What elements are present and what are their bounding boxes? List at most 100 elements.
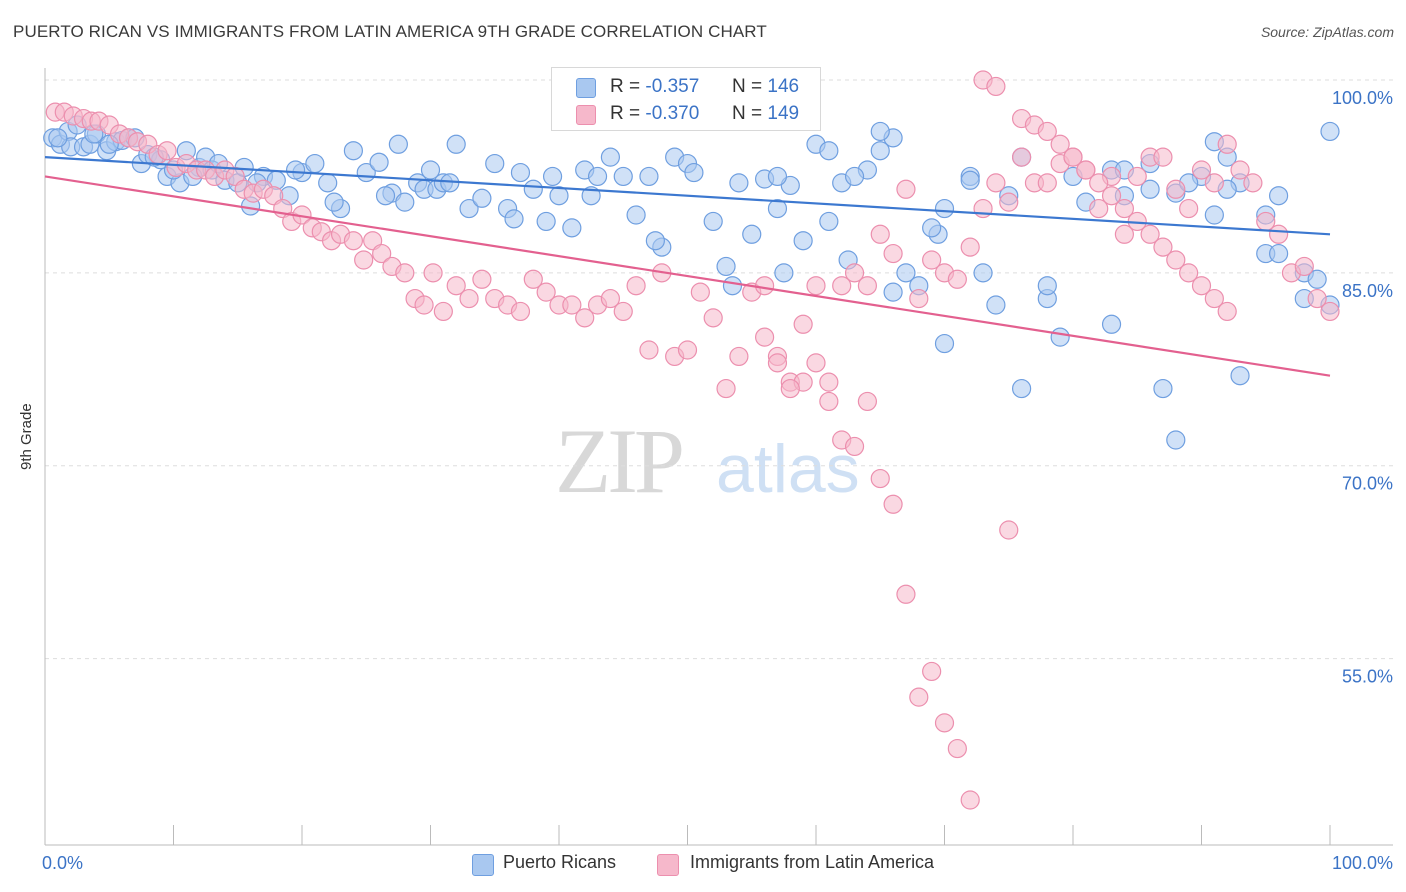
pink-point (896, 584, 916, 604)
blue-point (767, 198, 788, 219)
pink-point (1191, 276, 1212, 296)
pink-point (819, 372, 839, 392)
pink-point (716, 378, 736, 399)
blue-point (883, 282, 903, 302)
pink-point (883, 494, 903, 514)
pink-point (1089, 173, 1109, 193)
pink-point (896, 179, 916, 199)
pink-point (1166, 179, 1186, 199)
blue-point (395, 192, 415, 212)
pink-point (819, 391, 839, 412)
blue-point (922, 218, 942, 238)
trend-line (44, 156, 1331, 236)
pink-point (870, 224, 890, 244)
blue-point (1230, 366, 1250, 386)
blue-point (626, 205, 646, 225)
x-tick-label: 100.0% (1332, 853, 1393, 873)
blue-point (819, 211, 839, 232)
blue-point (523, 179, 543, 199)
pink-point (1050, 134, 1070, 154)
blue-point (1204, 205, 1224, 225)
blue-point (774, 263, 794, 283)
blue-point (639, 166, 659, 187)
blue-point (870, 121, 890, 142)
legend-row-puerto-ricans: R = -0.357 N = 146 (552, 74, 820, 100)
pink-point (446, 276, 466, 296)
pink-point (947, 738, 967, 759)
blue-point (1268, 186, 1289, 206)
blue-point (485, 153, 505, 174)
pink-point (613, 301, 633, 322)
legend-n-value: 149 (767, 103, 800, 124)
pink-point (459, 288, 479, 309)
pink-point (1076, 160, 1096, 180)
pink-point (414, 295, 434, 315)
pink-point (1166, 250, 1186, 270)
blue-point (542, 166, 563, 187)
pink-point (986, 173, 1006, 193)
pink-point (703, 308, 723, 328)
blue-point (324, 192, 344, 212)
pink-point (1204, 288, 1224, 309)
pink-point (1217, 134, 1237, 154)
blue-point (1140, 179, 1160, 199)
pink-point (1153, 237, 1173, 257)
pink-point (806, 353, 826, 373)
pink-point (510, 301, 531, 322)
blue-point (960, 170, 980, 190)
y-tick-label: 100.0% (1332, 88, 1393, 108)
blue-point (459, 198, 479, 219)
blue-point (870, 141, 890, 161)
pink-point (433, 301, 453, 322)
pink-point (922, 661, 942, 682)
blue-point (562, 218, 582, 238)
blue-point (549, 186, 569, 206)
pink-point (343, 231, 363, 251)
pink-point (986, 76, 1006, 97)
blue-point (934, 198, 955, 219)
pink-point (754, 327, 775, 347)
legend-swatch-blue (576, 78, 596, 98)
blue-point (1153, 378, 1173, 399)
pink-point (536, 282, 556, 302)
pink-point (960, 790, 980, 810)
pink-point (1114, 198, 1135, 219)
pink-point (575, 308, 595, 328)
blue-point (446, 134, 466, 154)
blue-point (587, 166, 608, 187)
bottom-legend-label: Puerto Ricans (503, 852, 617, 872)
legend-r-value: -0.370 (645, 103, 700, 124)
legend-swatch-pink (576, 105, 596, 125)
pink-point (1307, 288, 1327, 309)
blue-point (716, 256, 736, 277)
blue-point (986, 295, 1006, 315)
blue-point (48, 128, 68, 148)
pink-point (1191, 160, 1212, 180)
blue-point (896, 263, 916, 283)
blue-point (934, 333, 955, 354)
y-tick-label: 55.0% (1342, 667, 1393, 687)
watermark-zip: ZIP (555, 410, 682, 512)
blue-point (305, 153, 325, 174)
pink-point (857, 391, 878, 412)
blue-point (472, 188, 492, 208)
blue-point (729, 173, 749, 193)
blue-point (1166, 430, 1186, 450)
pink-point (600, 288, 621, 309)
pink-point (1179, 263, 1199, 283)
pink-point (354, 250, 374, 270)
bottom-legend-label: Immigrants from Latin America (690, 852, 935, 872)
blue-point (343, 141, 363, 161)
pink-point (934, 713, 955, 733)
pink-point (909, 288, 929, 309)
pink-point (844, 436, 865, 457)
pink-point (372, 243, 392, 264)
blue-point (369, 152, 389, 172)
pink-point (562, 295, 582, 315)
pink-point (1217, 301, 1237, 322)
legend-n-label: N = (732, 103, 763, 124)
pink-point (1294, 256, 1314, 277)
pink-point (832, 276, 852, 296)
pink-point (1204, 173, 1224, 193)
blue-point (844, 166, 865, 187)
